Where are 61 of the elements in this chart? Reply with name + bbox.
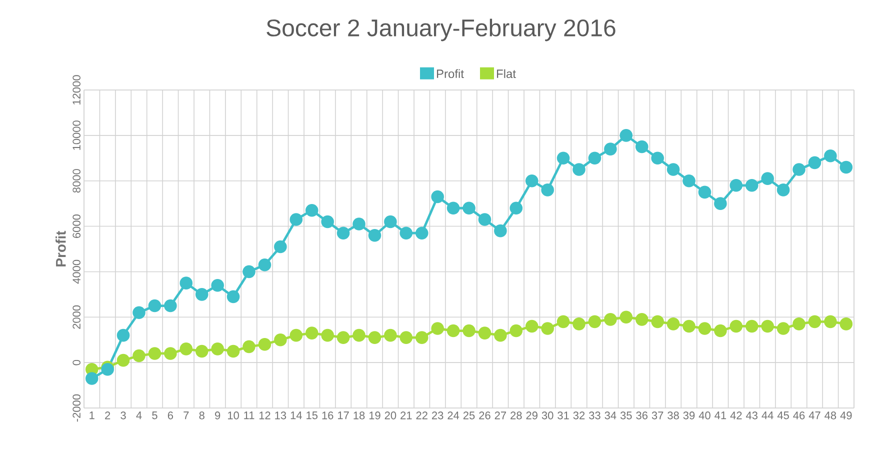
- x-tick-label: 47: [808, 412, 820, 420]
- y-tick-label: 8000: [72, 169, 80, 193]
- x-tick-label: 46: [793, 412, 805, 420]
- x-tick-label: 41: [714, 412, 726, 420]
- x-tick-label: 48: [824, 412, 836, 420]
- y-tick-label: 0: [72, 360, 80, 366]
- x-tick-label: 36: [636, 412, 648, 420]
- x-tick-label: 45: [777, 412, 789, 420]
- x-tick-label: 24: [448, 412, 460, 420]
- x-tick-label: 34: [604, 412, 616, 420]
- x-tick-label: 37: [652, 412, 664, 420]
- chart-title: Soccer 2 January-February 2016: [266, 18, 616, 42]
- x-tick-label: 22: [416, 412, 428, 420]
- legend-label: Flat: [496, 69, 516, 78]
- x-tick-label: 39: [683, 412, 695, 420]
- x-tick-label: 12: [259, 412, 270, 420]
- x-tick-label: 10: [228, 412, 239, 420]
- x-tick-label: 18: [354, 412, 365, 420]
- x-tick-label: 1: [90, 412, 94, 420]
- x-tick-label: 6: [168, 412, 174, 420]
- legend-label: Profit: [436, 69, 464, 78]
- x-tick-label: 43: [746, 412, 758, 420]
- x-tick-label: 13: [275, 412, 286, 420]
- x-tick-label: 14: [290, 412, 302, 420]
- x-tick-label: 42: [730, 412, 742, 420]
- x-tick-label: 23: [432, 412, 444, 420]
- x-tick-label: 35: [620, 412, 632, 420]
- y-axis-title: Profit: [56, 230, 66, 266]
- x-tick-label: 26: [479, 412, 490, 420]
- y-tick-label: 6000: [72, 214, 80, 238]
- x-tick-label: 11: [244, 412, 254, 420]
- y-tick-label: 4000: [72, 260, 80, 284]
- x-tick-label: 32: [573, 412, 585, 420]
- x-tick-label: 3: [120, 412, 126, 420]
- x-tick-label: 8: [199, 412, 204, 420]
- y-tick-label: 2000: [72, 305, 80, 329]
- x-tick-label: 15: [306, 412, 318, 420]
- x-tick-label: 21: [400, 412, 412, 420]
- x-tick-label: 44: [762, 412, 774, 420]
- x-tick-label: 30: [542, 412, 554, 420]
- x-tick-label: 16: [322, 412, 334, 420]
- x-tick-label: 27: [494, 412, 506, 420]
- x-tick-label: 20: [384, 412, 396, 420]
- y-tick-label: 12000: [72, 75, 80, 104]
- y-tick-label: 10000: [72, 120, 80, 150]
- x-tick-label: 19: [369, 412, 380, 420]
- x-tick-label: 7: [184, 412, 189, 420]
- x-tick-label: 5: [152, 412, 158, 420]
- x-tick-label: 33: [589, 412, 600, 420]
- x-tick-label: 25: [463, 412, 475, 420]
- x-tick-label: 38: [668, 412, 679, 420]
- x-tick-label: 2: [105, 412, 110, 420]
- x-tick-label: 40: [698, 412, 710, 420]
- x-tick-label: 4: [136, 412, 142, 420]
- x-tick-label: 49: [840, 412, 852, 420]
- y-tick-label: -2000: [72, 394, 80, 422]
- x-tick-label: 17: [338, 412, 349, 420]
- x-tick-label: 29: [526, 412, 538, 420]
- x-tick-label: 31: [558, 412, 569, 420]
- x-tick-label: 9: [215, 412, 220, 420]
- x-tick-label: 28: [510, 412, 522, 420]
